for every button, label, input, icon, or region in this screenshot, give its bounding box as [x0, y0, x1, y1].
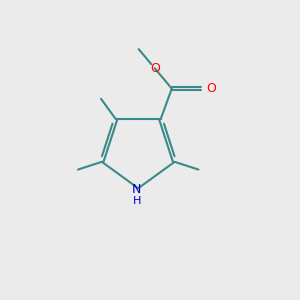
Text: N: N: [132, 183, 141, 196]
Text: H: H: [133, 196, 141, 206]
Text: O: O: [206, 82, 216, 95]
Text: O: O: [150, 62, 160, 75]
